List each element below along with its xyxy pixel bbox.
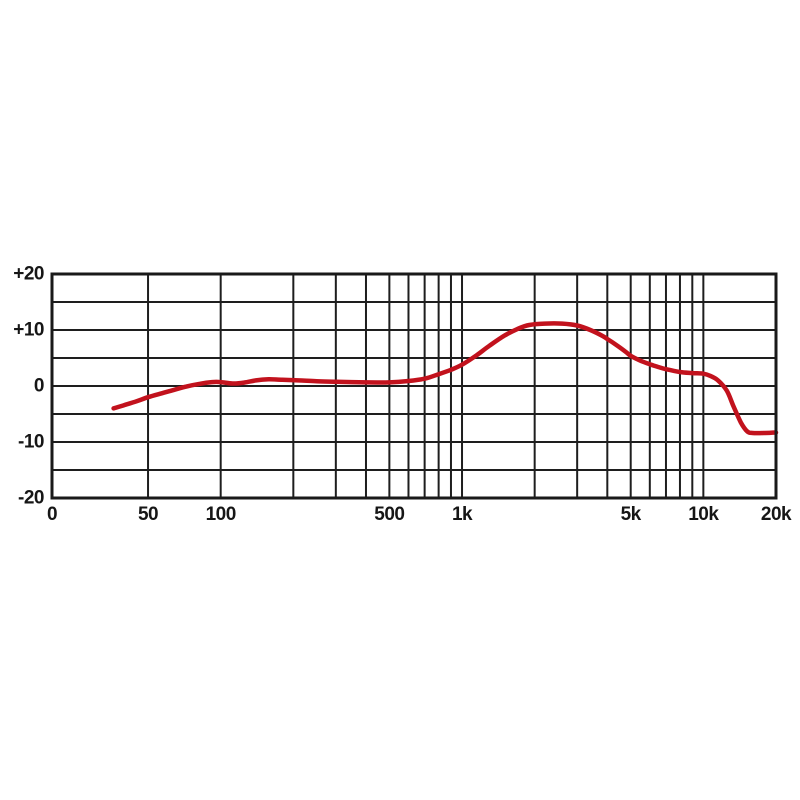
y-tick-label: +10: [13, 319, 44, 341]
x-tick-label: 1k: [451, 504, 473, 525]
x-tick-label: 5k: [620, 504, 642, 525]
y-tick-label: +20: [13, 263, 44, 285]
x-tick-label: 10k: [688, 504, 719, 525]
x-tick-label: 500: [374, 504, 405, 525]
y-tick-label: 0: [33, 375, 45, 397]
x-tick-label: 50: [137, 504, 159, 525]
x-tick-label: 100: [205, 504, 237, 525]
y-tick-label: -20: [18, 487, 44, 509]
x-tick-label: 20k: [760, 504, 792, 525]
y-tick-label: -10: [18, 431, 44, 453]
plot-border: [50, 272, 778, 500]
x-tick-label: 0: [46, 504, 58, 525]
response-curve: [111, 321, 779, 436]
grid-lines: [52, 274, 776, 498]
